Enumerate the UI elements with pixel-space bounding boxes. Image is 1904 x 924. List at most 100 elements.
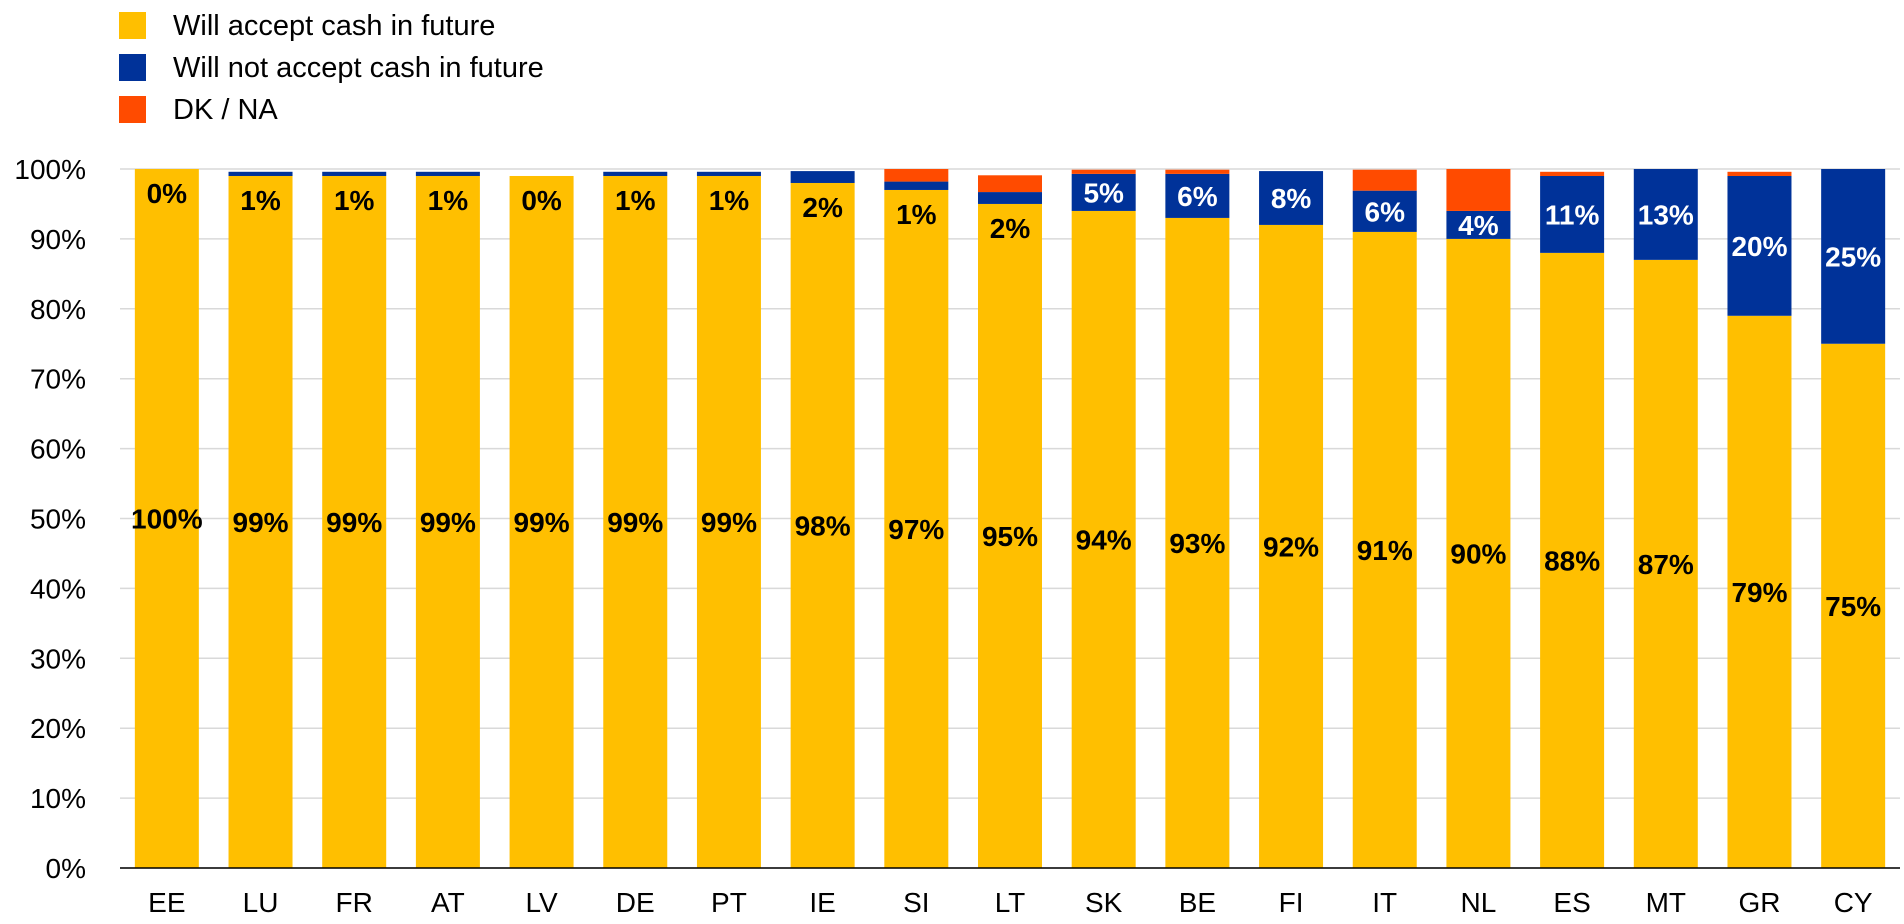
x-tick-label: AT [431,887,465,918]
label-accept-MT: 87% [1638,549,1694,580]
y-tick-label: 50% [30,504,86,535]
label-accept-SK: 94% [1076,524,1132,555]
label-not-accept-ES: 11% [1545,199,1600,230]
label-accept-DE: 99% [607,507,663,538]
bar-GR-dk-na [1727,171,1792,176]
bar-IT-not-accept [1352,190,1417,232]
x-tick-label: FR [336,887,373,918]
bar-EE-accept [134,169,199,868]
x-tick-label: CY [1834,887,1873,918]
x-tick-label: NL [1461,887,1497,918]
bar-AT-not-accept [415,171,480,176]
legend-label-0: Will accept cash in future [173,10,495,42]
label-not-accept-LU: 1% [240,185,281,216]
x-axis-ticks: EE LU FR AT LV DE PT IE SI LT SK BE FI IT NL ES MT GR CY [148,887,1873,918]
bar-FI-accept [1259,224,1324,869]
label-not-accept-BE: 6% [1177,181,1218,212]
bar-LT-accept [978,203,1042,868]
data-labels: 100% 0% 99% 1% 99% 1% 99% 1% 99% 0% 99% 1% 99% 1% 98% 2… [131,177,1881,621]
legend-label-2: DK / NA [173,94,278,126]
label-accept-SI: 97% [888,514,944,545]
bar-SI-dk-na [884,169,949,182]
legend-label-1: Will not accept cash in future [173,52,544,84]
label-not-accept-SK: 5% [1083,177,1124,208]
x-tick-label: GR [1738,887,1780,918]
label-not-accept-FR: 1% [334,185,375,216]
y-tick-label: 60% [30,434,86,465]
label-not-accept-CY: 25% [1825,241,1881,272]
y-tick-label: 10% [30,783,86,814]
bar-SK-dk-na [1071,169,1136,174]
label-accept-FI: 92% [1263,531,1319,562]
x-tick-label: LT [995,887,1026,918]
y-tick-label: 30% [30,643,86,674]
x-tick-label: MT [1646,887,1686,918]
x-tick-label: FI [1279,887,1304,918]
x-tick-label: DE [616,887,655,918]
y-axis-ticks: 0% 10% 20% 30% 40% 50% 60% 70% 80% 90% 100% [14,154,86,884]
bar-CY-not-accept [1821,169,1886,344]
label-not-accept-IE: 2% [802,192,843,223]
label-accept-IT: 91% [1357,535,1413,566]
bar-LV-accept [509,175,574,869]
label-accept-BE: 93% [1169,528,1225,559]
bar-MT-accept [1633,259,1698,868]
bar-LU-not-accept [228,171,293,176]
bar-DE-not-accept [603,171,668,176]
x-tick-label: IT [1372,887,1397,918]
legend-swatch-1 [119,54,146,81]
label-accept-LU: 99% [233,507,289,538]
bar-FR-not-accept [322,171,387,176]
bar-CY-accept [1821,343,1886,868]
x-tick-label: ES [1553,887,1590,918]
x-tick-label: EE [148,887,185,918]
bar-LU-accept [228,175,293,869]
bar-ES-not-accept [1540,175,1605,253]
bars [134,169,1886,869]
y-tick-label: 0% [46,853,86,884]
bar-SI-accept [884,189,949,869]
label-accept-CY: 75% [1825,591,1881,622]
bar-IT-dk-na [1352,169,1417,191]
bar-BE-dk-na [1165,169,1230,174]
y-tick-label: 70% [30,364,86,395]
bar-SI-not-accept [884,181,949,190]
y-tick-label: 20% [30,713,86,744]
label-accept-ES: 88% [1544,545,1600,576]
label-not-accept-PT: 1% [709,185,750,216]
bar-AT-accept [415,175,480,869]
bar-DE-accept [603,175,668,869]
bar-MT-not-accept [1633,169,1698,260]
legend-swatch-2 [119,96,146,123]
x-tick-label: IE [809,887,835,918]
label-not-accept-GR: 20% [1731,231,1787,262]
label-not-accept-DE: 1% [615,185,656,216]
label-not-accept-LV: 0% [521,185,562,216]
y-tick-label: 80% [30,294,86,325]
bar-ES-dk-na [1540,171,1605,176]
label-accept-IE: 98% [795,510,851,541]
label-accept-FR: 99% [326,507,382,538]
x-tick-label: SK [1085,887,1123,918]
x-tick-label: SI [903,887,929,918]
bar-ES-accept [1540,252,1605,868]
bar-LT-not-accept [978,192,1042,204]
label-not-accept-EE: 0% [147,178,188,209]
label-not-accept-LT: 2% [990,213,1031,244]
bar-SK-accept [1071,210,1136,868]
y-tick-label: 40% [30,573,86,604]
bar-BE-not-accept [1165,173,1230,218]
label-accept-EE: 100% [131,504,203,535]
bar-FR-accept [322,175,387,869]
x-tick-label: PT [711,887,747,918]
bar-SK-not-accept [1071,173,1136,211]
label-accept-NL: 90% [1450,538,1506,569]
bar-NL-dk-na [1446,169,1511,211]
legend: Will accept cash in future Will not accep… [119,10,544,126]
bar-IT-accept [1352,231,1417,868]
label-not-accept-NL: 4% [1458,210,1499,241]
label-accept-AT: 99% [420,507,476,538]
bar-LT-dk-na [978,175,1042,193]
label-not-accept-FI: 8% [1271,183,1312,214]
